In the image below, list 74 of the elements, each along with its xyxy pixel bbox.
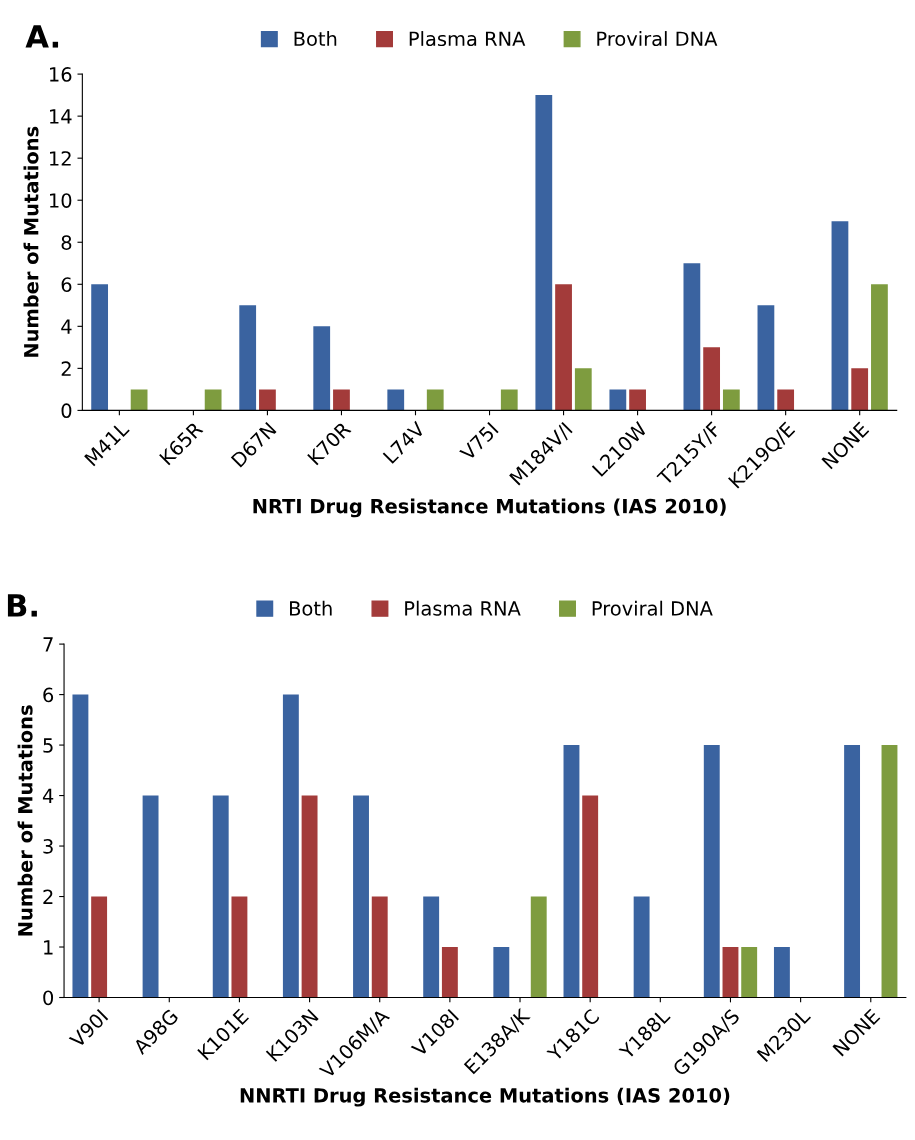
bar	[582, 795, 599, 998]
bar	[204, 389, 222, 411]
bar	[91, 896, 108, 998]
y-tick-label: 0	[43, 990, 54, 1006]
bar	[530, 896, 547, 998]
y-tick-label: 4	[61, 319, 72, 334]
bar	[871, 284, 888, 411]
bar	[535, 95, 553, 411]
bar	[423, 896, 440, 998]
bar	[629, 389, 646, 411]
bar	[426, 389, 444, 411]
bar	[72, 694, 89, 998]
y-tick-label: 7	[43, 637, 53, 652]
y-tick-label: 1	[44, 940, 53, 955]
bar	[301, 795, 318, 998]
legend-label: Proviral DNA	[592, 600, 713, 616]
bar	[91, 284, 109, 411]
bar	[703, 347, 721, 411]
y-tick-label: 2	[43, 889, 53, 904]
bar	[371, 896, 388, 998]
legend-label: Proviral DNA	[597, 31, 718, 47]
y-tick-label: 14	[50, 109, 72, 124]
bar	[130, 389, 148, 411]
bar	[741, 947, 758, 998]
chart-title: A.	[25, 25, 59, 48]
y-tick-label: 10	[50, 193, 72, 208]
bar	[881, 745, 898, 998]
bar	[212, 795, 229, 998]
y-tick-label: 3	[43, 839, 53, 854]
y-tick-label: 6	[61, 277, 72, 292]
bar	[633, 896, 650, 998]
y-tick-label: 0	[61, 403, 72, 419]
legend-label: Both	[290, 600, 332, 616]
y-tick-label: 8	[61, 235, 72, 250]
bar	[831, 221, 849, 411]
legend-label: Plasma RNA	[405, 600, 521, 616]
bar	[844, 745, 861, 998]
bar	[609, 389, 627, 411]
bar	[313, 326, 331, 411]
bar	[231, 896, 248, 998]
y-axis-title: Number of Mutations	[23, 126, 39, 357]
bar	[563, 745, 580, 998]
legend-label: Plasma RNA	[409, 31, 526, 47]
bar	[493, 947, 510, 998]
bar	[441, 947, 458, 998]
bar	[773, 947, 790, 998]
bar	[259, 389, 276, 411]
bar	[683, 263, 701, 411]
y-tick-label: 16	[50, 67, 72, 82]
bar	[142, 795, 159, 998]
y-tick-label: 12	[50, 151, 71, 166]
bar	[574, 368, 592, 411]
bar	[387, 389, 405, 411]
bar	[500, 389, 518, 411]
chart-title: B.	[7, 594, 37, 617]
y-tick-label: 5	[43, 738, 53, 753]
x-axis-title: NRTI Drug Resistance Mutations (IAS 2010)	[253, 498, 726, 518]
bar	[722, 947, 739, 998]
y-axis-title: Number of Mutations	[17, 705, 33, 936]
legend-label: Both	[294, 31, 337, 47]
bar	[851, 368, 869, 411]
bar	[353, 795, 369, 998]
bar	[757, 305, 775, 411]
bar	[333, 389, 350, 411]
y-tick-label: 6	[43, 687, 54, 703]
bar	[703, 745, 720, 998]
bar	[722, 389, 740, 411]
bar	[777, 389, 795, 411]
bar	[282, 694, 299, 998]
y-tick-label: 2	[61, 361, 71, 376]
bar	[239, 305, 257, 411]
x-axis-title: NNRTI Drug Resistance Mutations (IAS 2010)	[240, 1087, 730, 1107]
bar	[555, 284, 572, 411]
y-tick-label: 4	[42, 788, 54, 803]
